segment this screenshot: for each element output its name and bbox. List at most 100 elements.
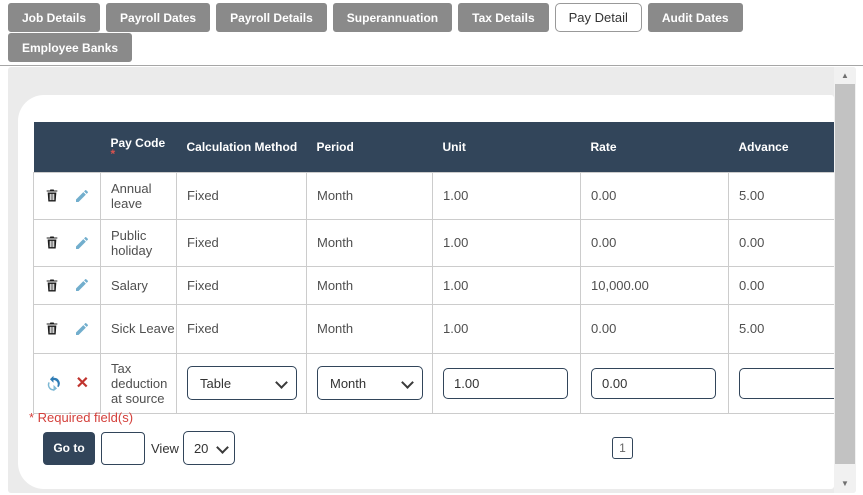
advance-input[interactable] — [739, 367, 835, 399]
col-period: Period — [306, 122, 433, 172]
cell-unit: 1.00 — [432, 218, 581, 267]
cell-advance: 0.00 — [728, 218, 835, 267]
col-unit: Unit — [432, 122, 581, 172]
cell-advance: 0.00 — [728, 265, 835, 305]
tab-pay-detail[interactable]: Pay Detail — [554, 3, 642, 32]
rate-input[interactable] — [591, 367, 716, 399]
cell-rate: 0.00 — [580, 171, 729, 220]
edit-pencil-icon[interactable] — [74, 188, 90, 204]
pagination-controls: Go to View 20 — [43, 431, 235, 465]
cell-pay-code: Public holiday — [100, 218, 177, 267]
tab-payroll-dates[interactable]: Payroll Dates — [106, 3, 211, 32]
col-pay-code: Pay Code * — [100, 122, 177, 172]
cell-rate: 0.00 — [580, 218, 729, 267]
edit-pencil-icon[interactable] — [74, 277, 90, 293]
cell-period-edit: Month — [306, 352, 433, 414]
table-row: Salary Fixed Month 1.00 10,000.00 0.00 — [33, 265, 835, 305]
cell-unit-edit — [432, 352, 581, 414]
go-to-button[interactable]: Go to — [43, 431, 95, 465]
cell-advance-edit — [728, 352, 835, 414]
tab-employee-banks[interactable]: Employee Banks — [8, 33, 133, 62]
period-select[interactable]: Month — [317, 366, 423, 400]
save-refresh-icon[interactable] — [45, 375, 62, 392]
tab-tax-details[interactable]: Tax Details — [458, 3, 549, 32]
page-size-select-wrap: 20 — [182, 431, 235, 465]
table-edit-row: ✕ Tax deduction at source Table — [33, 352, 835, 414]
cell-pay-code: Salary — [100, 265, 177, 305]
cell-calc-method: Fixed — [176, 171, 307, 220]
calc-method-select-wrap: Table — [187, 366, 297, 400]
delete-icon[interactable] — [44, 187, 60, 204]
unit-input[interactable] — [443, 367, 568, 399]
cell-pay-code: Tax deduction at source — [100, 352, 177, 414]
cell-rate-edit — [580, 352, 729, 414]
col-advance: Advance — [728, 122, 835, 172]
view-label: View — [151, 440, 179, 456]
cell-advance: 5.00 — [728, 171, 835, 220]
go-to-page-input[interactable] — [101, 431, 145, 465]
cell-period: Month — [306, 171, 433, 220]
col-rate: Rate — [580, 122, 729, 172]
cell-pay-code: Annual leave — [100, 171, 177, 220]
required-asterisk: * — [110, 146, 116, 161]
tab-row-2: Employee Banks — [8, 33, 863, 62]
cell-pay-code: Sick Leave — [100, 303, 177, 354]
row-actions — [33, 303, 101, 354]
tab-payroll-details[interactable]: Payroll Details — [216, 3, 327, 32]
tab-label: Tax Details — [472, 10, 535, 25]
tab-label: Pay Detail — [568, 10, 628, 25]
edit-pencil-icon[interactable] — [74, 321, 90, 337]
page-size-select[interactable]: 20 — [182, 431, 235, 465]
cell-calc-method: Fixed — [176, 218, 307, 267]
tab-label: Superannuation — [346, 10, 439, 25]
table-row: Sick Leave Fixed Month 1.00 0.00 5.00 — [33, 303, 835, 354]
cell-unit: 1.00 — [432, 265, 581, 305]
tab-label: Job Details — [22, 10, 87, 25]
row-actions — [33, 265, 101, 305]
delete-icon[interactable] — [44, 234, 60, 251]
col-calc-method: Calculation Method — [176, 122, 307, 172]
cell-period: Month — [306, 303, 433, 354]
row-actions: ✕ — [33, 352, 101, 414]
scrollbar-thumb[interactable] — [835, 84, 855, 464]
tab-row-1: Job Details Payroll Dates Payroll Detail… — [8, 3, 863, 32]
pay-codes-table: Pay Code * Calculation Method Period Uni… — [33, 122, 835, 414]
tab-audit-dates[interactable]: Audit Dates — [647, 3, 743, 32]
tab-job-details[interactable]: Job Details — [8, 3, 101, 32]
pay-detail-panel: Pay Code * Calculation Method Period Uni… — [8, 67, 856, 493]
cancel-x-icon[interactable]: ✕ — [75, 374, 90, 392]
cell-unit: 1.00 — [432, 303, 581, 354]
cell-unit: 1.00 — [432, 171, 581, 220]
cell-advance: 5.00 — [728, 303, 835, 354]
tab-label: Audit Dates — [661, 10, 729, 25]
col-actions — [33, 122, 101, 172]
period-select-wrap: Month — [317, 366, 423, 400]
page-number-button[interactable]: 1 — [612, 437, 633, 459]
required-fields-note: * Required field(s) — [29, 410, 134, 425]
cell-calc-method: Fixed — [176, 265, 307, 305]
cell-period: Month — [306, 265, 433, 305]
tab-superannuation[interactable]: Superannuation — [332, 3, 453, 32]
edit-pencil-icon[interactable] — [74, 235, 90, 251]
row-actions — [33, 218, 101, 267]
table-row: Annual leave Fixed Month 1.00 0.00 5.00 — [33, 171, 835, 220]
scroll-up-icon[interactable]: ▲ — [841, 71, 849, 80]
calc-method-select[interactable]: Table — [187, 366, 297, 400]
cell-calc-method-edit: Table — [176, 352, 307, 414]
scroll-down-icon[interactable]: ▼ — [841, 479, 849, 488]
cell-calc-method: Fixed — [176, 303, 307, 354]
delete-icon[interactable] — [44, 277, 60, 294]
tab-label: Payroll Dates — [120, 10, 197, 25]
table-header-row: Pay Code * Calculation Method Period Uni… — [33, 122, 835, 172]
table-row: Public holiday Fixed Month 1.00 0.00 0.0… — [33, 218, 835, 267]
tab-label: Employee Banks — [22, 40, 119, 55]
tab-label: Payroll Details — [230, 10, 313, 25]
cell-period: Month — [306, 218, 433, 267]
row-actions — [33, 171, 101, 220]
cell-rate: 10,000.00 — [580, 265, 729, 305]
delete-icon[interactable] — [44, 320, 60, 337]
cell-rate: 0.00 — [580, 303, 729, 354]
col-pay-code-label: Pay Code — [110, 135, 166, 150]
vertical-scrollbar[interactable]: ▲ ▼ — [834, 67, 856, 493]
inner-card: Pay Code * Calculation Method Period Uni… — [18, 95, 835, 489]
